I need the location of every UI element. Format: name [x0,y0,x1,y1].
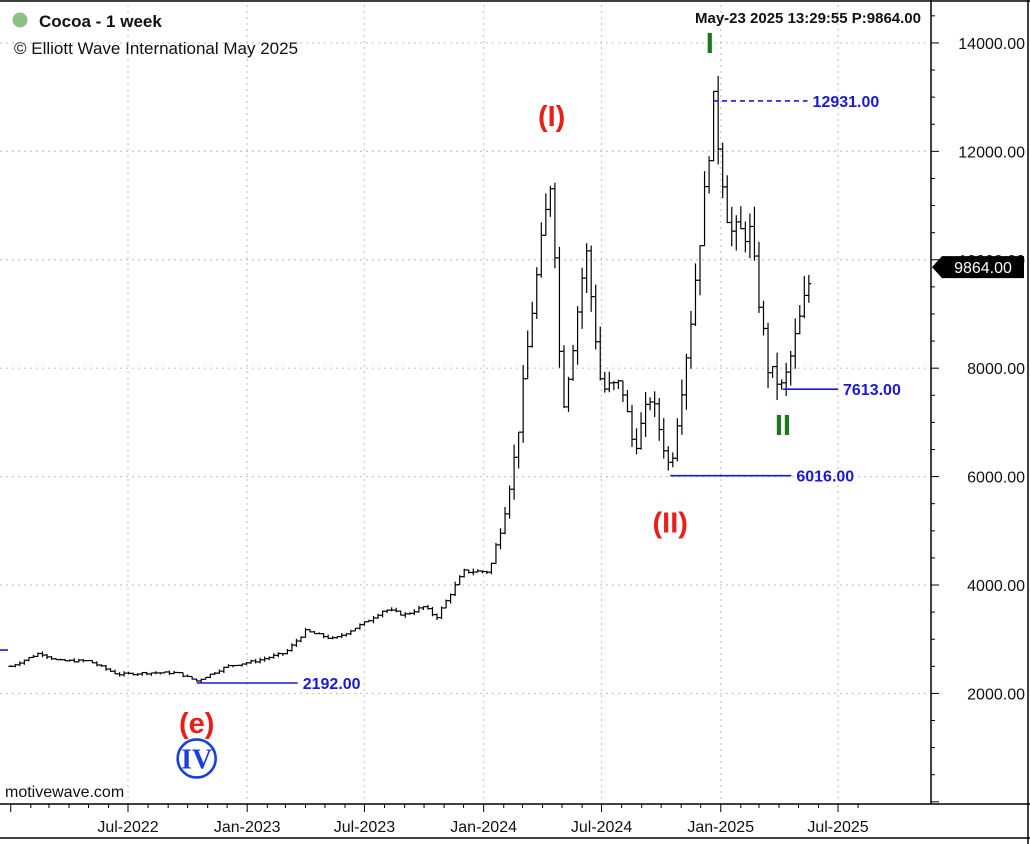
x-axis-tick-label: Jan-2024 [450,819,517,836]
y-axis-tick-label: 6000.00 [967,470,1025,487]
wave-labels: (I)(II)III(e)IV [176,28,791,779]
x-axis-tick-label: Jul-2025 [807,819,868,836]
price-bars [8,75,812,683]
grid-layer [0,5,931,804]
wave-label: IV [181,744,212,775]
wave-label: (II) [652,508,687,540]
level-label: 6016.00 [796,469,854,486]
last-price-tag-label: 9864.00 [954,260,1012,277]
x-axis-tick-label: Jan-2025 [687,819,754,836]
wave-label: (I) [538,101,565,133]
watermark-text: motivewave.com [5,784,124,801]
wave-label: II [775,410,791,442]
wave-label: (e) [179,708,214,740]
level-label: 7613.00 [843,382,901,399]
timestamp-price-readout: May-23 2025 13:29:55 P:9864.00 [695,10,921,27]
x-axis-tick-label: Jul-2022 [97,819,158,836]
y-axis-tick-label: 4000.00 [967,578,1025,595]
y-axis-tick-label: 12000.00 [958,144,1025,161]
level-label: 2192.00 [303,676,361,693]
last-price-tag: 9864.00 [932,256,1024,279]
wave-label-circle [176,738,217,779]
copyright-text: © Elliott Wave International May 2025 [14,39,298,58]
x-axis-tick-label: Jul-2023 [334,819,395,836]
level-lines: 12931.00 7613.00 6016.00 2192.00 [0,94,901,693]
x-axis-tick-label: Jan-2023 [214,819,281,836]
last-price-tag-shape [932,256,1024,279]
level-label: 12931.00 [813,94,880,111]
y-axis-tick-label: 14000.00 [958,36,1025,53]
wave-label: I [706,28,714,60]
x-axis-tick-label: Jul-2024 [571,819,632,836]
y-axis-tick-label: 8000.00 [967,361,1025,378]
status-dot-icon [12,12,28,28]
instrument-title: Cocoa - 1 week [39,12,162,31]
y-axis-tick-label: 2000.00 [967,686,1025,703]
